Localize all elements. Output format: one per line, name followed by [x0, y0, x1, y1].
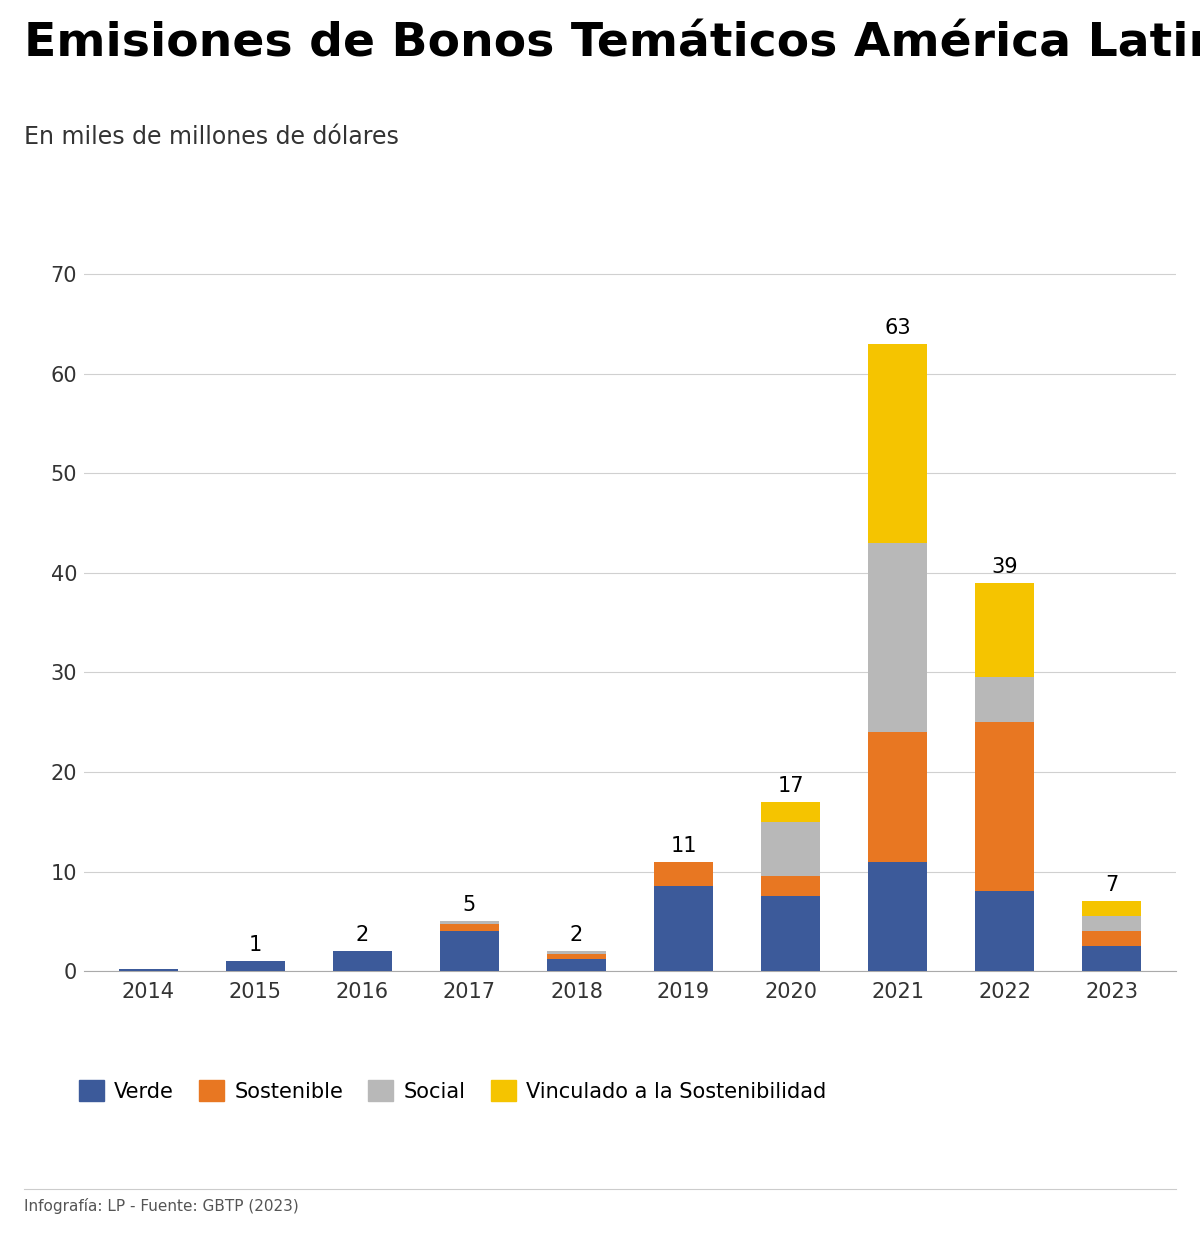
Text: 2: 2	[355, 925, 368, 945]
Bar	[869, 732, 928, 862]
Bar	[440, 921, 499, 924]
Bar	[761, 876, 820, 896]
Bar	[1082, 931, 1141, 946]
Bar	[976, 677, 1034, 722]
Text: 5: 5	[463, 895, 476, 915]
Bar	[332, 951, 391, 971]
Bar	[440, 931, 499, 971]
Bar	[547, 951, 606, 954]
Text: 1: 1	[248, 935, 262, 955]
Text: 7: 7	[1105, 875, 1118, 895]
Bar	[976, 891, 1034, 971]
Bar	[869, 543, 928, 732]
Bar	[869, 862, 928, 971]
Bar	[976, 583, 1034, 677]
Text: 2: 2	[570, 925, 583, 945]
Bar	[440, 924, 499, 931]
Bar	[119, 969, 178, 971]
Bar	[1082, 901, 1141, 916]
Bar	[654, 862, 713, 886]
Text: 39: 39	[991, 557, 1018, 576]
Text: 17: 17	[778, 776, 804, 796]
Legend: Verde, Sostenible, Social, Vinculado a la Sostenibilidad: Verde, Sostenible, Social, Vinculado a l…	[71, 1072, 835, 1111]
Bar	[1082, 916, 1141, 931]
Bar	[1082, 946, 1141, 971]
Bar	[761, 896, 820, 971]
Bar	[226, 961, 284, 971]
Text: Emisiones de Bonos Temáticos América Latina y el Caribe: Emisiones de Bonos Temáticos América Lat…	[24, 19, 1200, 66]
Bar	[869, 344, 928, 543]
Bar	[654, 886, 713, 971]
Bar	[547, 954, 606, 959]
Text: 11: 11	[671, 835, 697, 855]
Bar	[547, 959, 606, 971]
Text: En miles de millones de dólares: En miles de millones de dólares	[24, 124, 398, 148]
Bar	[976, 722, 1034, 891]
Text: 63: 63	[884, 317, 911, 337]
Text: Infografía: LP - Fuente: GBTP (2023): Infografía: LP - Fuente: GBTP (2023)	[24, 1198, 299, 1214]
Bar	[761, 822, 820, 876]
Bar	[761, 802, 820, 822]
